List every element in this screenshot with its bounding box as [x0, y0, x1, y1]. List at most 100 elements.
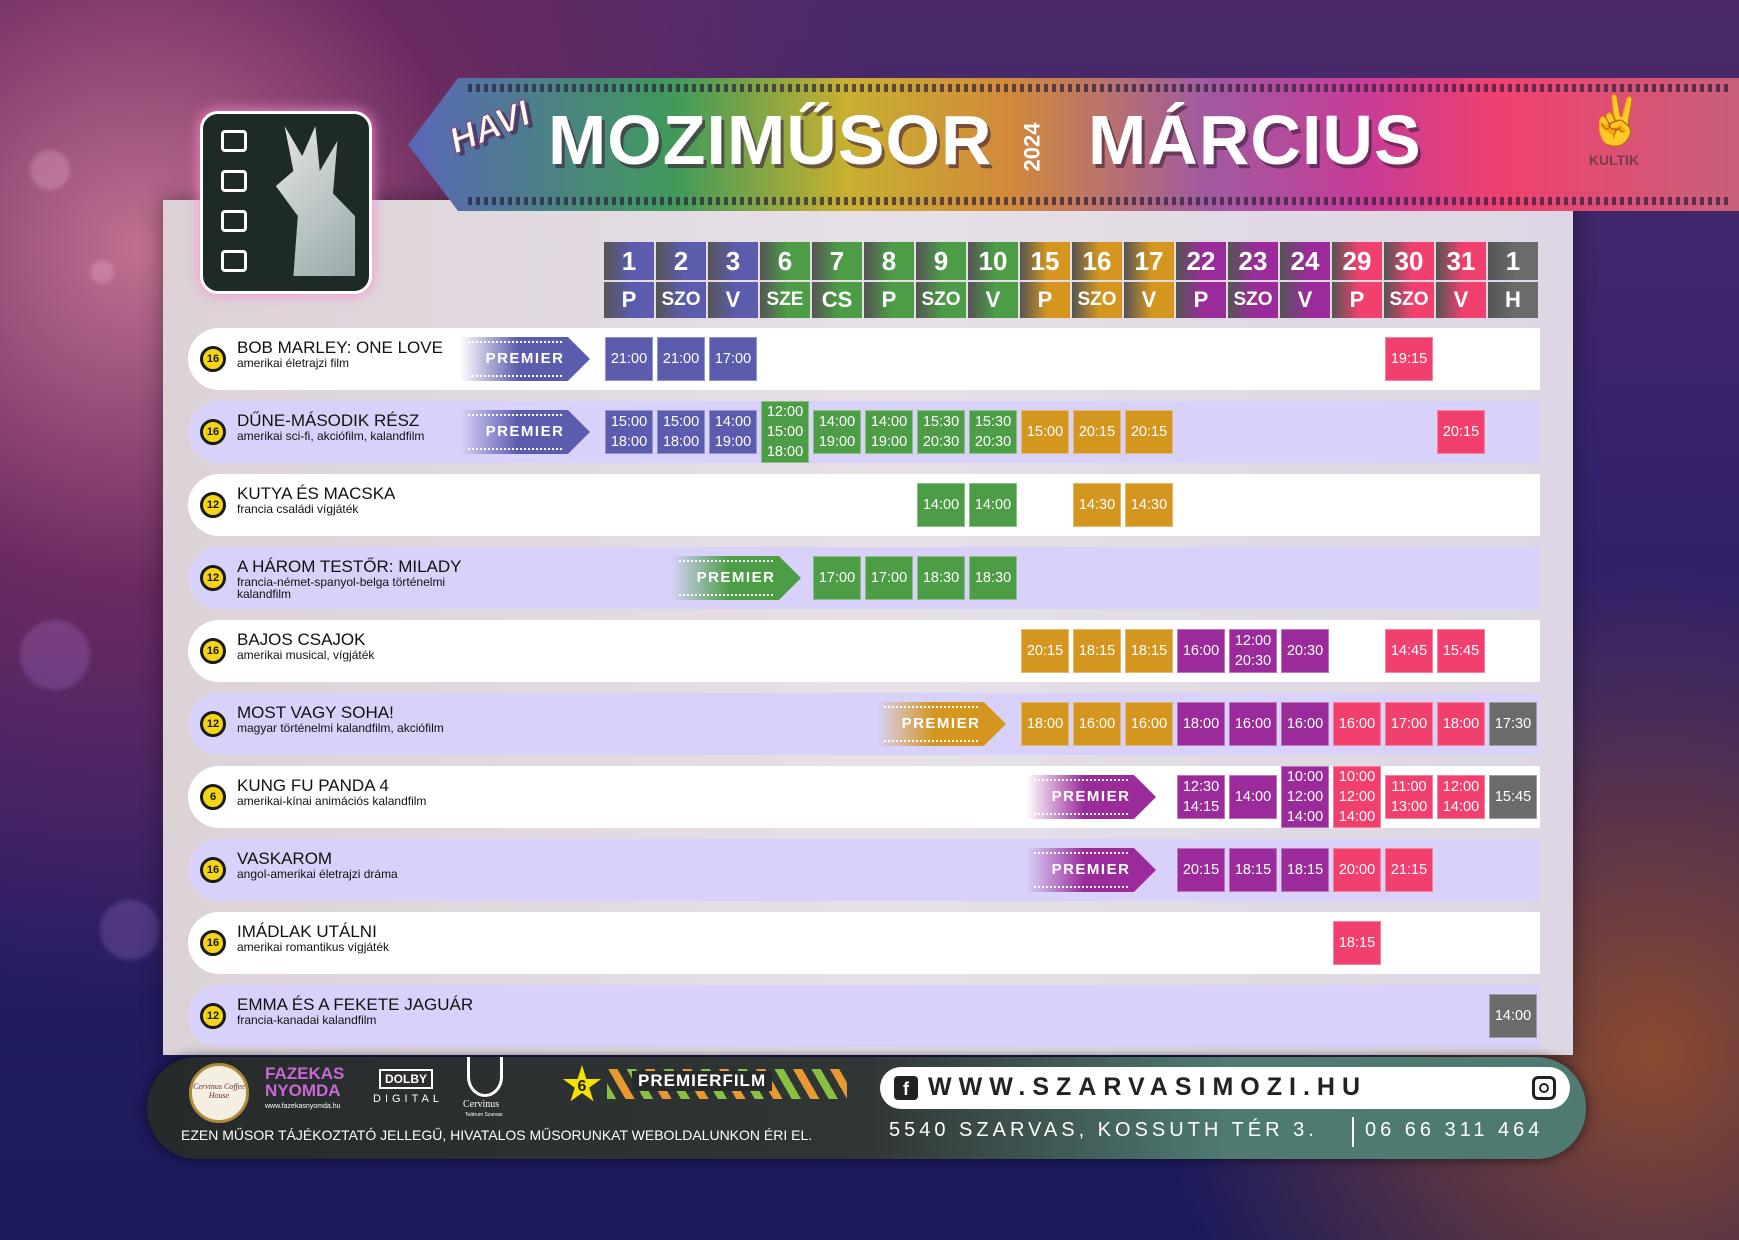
- showtime-cell[interactable]: 18:15: [1281, 848, 1329, 892]
- showtime-cell[interactable]: 15:00 18:00: [605, 410, 653, 454]
- showtime-cell[interactable]: 10:00 12:00 14:00: [1281, 766, 1329, 828]
- showtime-cell[interactable]: 20:15: [1021, 629, 1069, 673]
- showtime-cell[interactable]: 16:00: [1177, 629, 1225, 673]
- showtime-cell[interactable]: 14:30: [1125, 483, 1173, 527]
- cinema-logo: [200, 111, 372, 294]
- showtime-cell[interactable]: 21:00: [605, 337, 653, 381]
- showtime-cell[interactable]: 21:15: [1385, 848, 1433, 892]
- column-date: 29: [1332, 242, 1382, 280]
- showtime: 20:15: [1442, 424, 1480, 440]
- column-day: P: [1332, 282, 1382, 318]
- showtime-cell[interactable]: 20:30: [1281, 629, 1329, 673]
- facebook-icon[interactable]: f: [894, 1076, 918, 1100]
- column-date: 1: [604, 242, 654, 280]
- showtime: 10:00: [1286, 769, 1324, 785]
- showtime-cell[interactable]: 14:00: [1229, 775, 1277, 819]
- showtime: 18:15: [1286, 862, 1324, 878]
- showtime-cell[interactable]: 14:00: [917, 483, 965, 527]
- showtime-cell[interactable]: 12:30 14:15: [1177, 775, 1225, 819]
- showtime: 15:00: [766, 424, 804, 440]
- showtime: 17:00: [714, 351, 752, 367]
- showtime: 16:00: [1286, 716, 1324, 732]
- cervinus-theatre-logo: Cervinus: [463, 1099, 500, 1110]
- showtime-cell[interactable]: 15:45: [1489, 775, 1537, 819]
- showtime-cell[interactable]: 21:00: [657, 337, 705, 381]
- showtime-cell[interactable]: 16:00: [1125, 702, 1173, 746]
- movie-title: DŰNE-MÁSODIK RÉSZ: [237, 411, 420, 430]
- showtime-cell[interactable]: 17:00: [709, 337, 757, 381]
- showtime: 12:00: [766, 404, 804, 420]
- movie-row: 12 EMMA ÉS A FEKETE JAGUÁR francia-kanadai…: [188, 985, 1540, 1047]
- showtime-cell[interactable]: 19:15: [1385, 337, 1433, 381]
- movie-genre: magyar történelmi kalandfilm, akciófilm: [237, 721, 444, 735]
- showtime-cell[interactable]: 18:30: [969, 556, 1017, 600]
- showtime-cell[interactable]: 11:00 13:00: [1385, 775, 1433, 819]
- showtime-cell[interactable]: 18:15: [1333, 921, 1381, 965]
- showtime-cell[interactable]: 17:00: [865, 556, 913, 600]
- column-day: V: [1436, 282, 1486, 318]
- showtime-cell[interactable]: 20:15: [1177, 848, 1225, 892]
- showtime-cell[interactable]: 14:30: [1073, 483, 1121, 527]
- showtime-cell[interactable]: 12:00 20:30: [1229, 629, 1277, 673]
- showtime-cell[interactable]: 18:30: [917, 556, 965, 600]
- showtime: 20:30: [922, 434, 960, 450]
- showtime-cell[interactable]: 14:00 19:00: [709, 410, 757, 454]
- showtime-cell[interactable]: 15:00: [1021, 410, 1069, 454]
- showtime: 20:15: [1026, 643, 1064, 659]
- showtime-cell[interactable]: 17:00: [813, 556, 861, 600]
- showtime-cell[interactable]: 17:30: [1489, 702, 1537, 746]
- showtime: 16:00: [1182, 643, 1220, 659]
- column-date: 23: [1228, 242, 1278, 280]
- kultik-logo: ✌ KULTIK: [1586, 92, 1646, 182]
- showtime: 18:00: [766, 444, 804, 460]
- showtime: 19:00: [818, 434, 856, 450]
- showtime-cell[interactable]: 16:00: [1281, 702, 1329, 746]
- title-main: MOZIMŰSOR: [548, 101, 993, 179]
- column-day: SZO: [916, 282, 966, 318]
- website-link[interactable]: WWW.SZARVASIMOZI.HU: [928, 1073, 1367, 1101]
- movie-title: KUNG FU PANDA 4: [237, 776, 389, 795]
- showtime-cell[interactable]: 14:45: [1385, 629, 1433, 673]
- showtime-cell[interactable]: 14:00 19:00: [865, 410, 913, 454]
- showtime: 20:15: [1182, 862, 1220, 878]
- showtime-cell[interactable]: 18:15: [1229, 848, 1277, 892]
- showtime-cell[interactable]: 15:30 20:30: [969, 410, 1017, 454]
- showtime-cell[interactable]: 18:00: [1437, 702, 1485, 746]
- showtime-cell[interactable]: 20:15: [1125, 410, 1173, 454]
- age-rating-badge: 12: [200, 711, 226, 737]
- showtime-cell[interactable]: 16:00: [1333, 702, 1381, 746]
- showtime-cell[interactable]: 15:30 20:30: [917, 410, 965, 454]
- movie-title: MOST VAGY SOHA!: [237, 703, 394, 722]
- showtime-cell[interactable]: 18:15: [1125, 629, 1173, 673]
- showtime-cell[interactable]: 14:00: [1489, 994, 1537, 1038]
- showtime: 14:00: [1234, 789, 1272, 805]
- showtime-cell[interactable]: 14:00 19:00: [813, 410, 861, 454]
- showtime-cell[interactable]: 18:00: [1021, 702, 1069, 746]
- showtime-cell[interactable]: 12:00 14:00: [1437, 775, 1485, 819]
- movie-genre: francia-német-spanyol-belga történelmi k…: [237, 575, 446, 601]
- showtime-cell[interactable]: 16:00: [1073, 702, 1121, 746]
- showtime-cell[interactable]: 20:15: [1073, 410, 1121, 454]
- showtime-cell[interactable]: 16:00: [1229, 702, 1277, 746]
- showtime-cell[interactable]: 15:00 18:00: [657, 410, 705, 454]
- column-day: P: [1020, 282, 1070, 318]
- showtime-cell[interactable]: 17:00: [1385, 702, 1433, 746]
- title-prefix: HAVI: [443, 91, 537, 162]
- showtime-cell[interactable]: 10:00 12:00 14:00: [1333, 766, 1381, 828]
- showtime-cell[interactable]: 20:00: [1333, 848, 1381, 892]
- showtime-cell[interactable]: 14:00: [969, 483, 1017, 527]
- film-hole-icon: [221, 130, 247, 152]
- showtime-cell[interactable]: 18:15: [1073, 629, 1121, 673]
- website-pill[interactable]: f WWW.SZARVASIMOZI.HU: [880, 1067, 1570, 1109]
- dolby-digital: DIGITAL: [373, 1093, 443, 1105]
- movie-row: 12 A HÁROM TESTŐR: MILADY francia-német-sp…: [188, 547, 1540, 609]
- showtime: 19:00: [870, 434, 908, 450]
- showtime-cell[interactable]: 20:15: [1437, 410, 1485, 454]
- column-day: P: [1176, 282, 1226, 318]
- showtime-cell[interactable]: 15:45: [1437, 629, 1485, 673]
- column-day: SZO: [656, 282, 706, 318]
- showtime-cell[interactable]: 18:00: [1177, 702, 1225, 746]
- instagram-icon[interactable]: [1532, 1076, 1556, 1100]
- age-rating-badge: 12: [200, 492, 226, 518]
- showtime-cell[interactable]: 12:00 15:00 18:00: [761, 401, 809, 463]
